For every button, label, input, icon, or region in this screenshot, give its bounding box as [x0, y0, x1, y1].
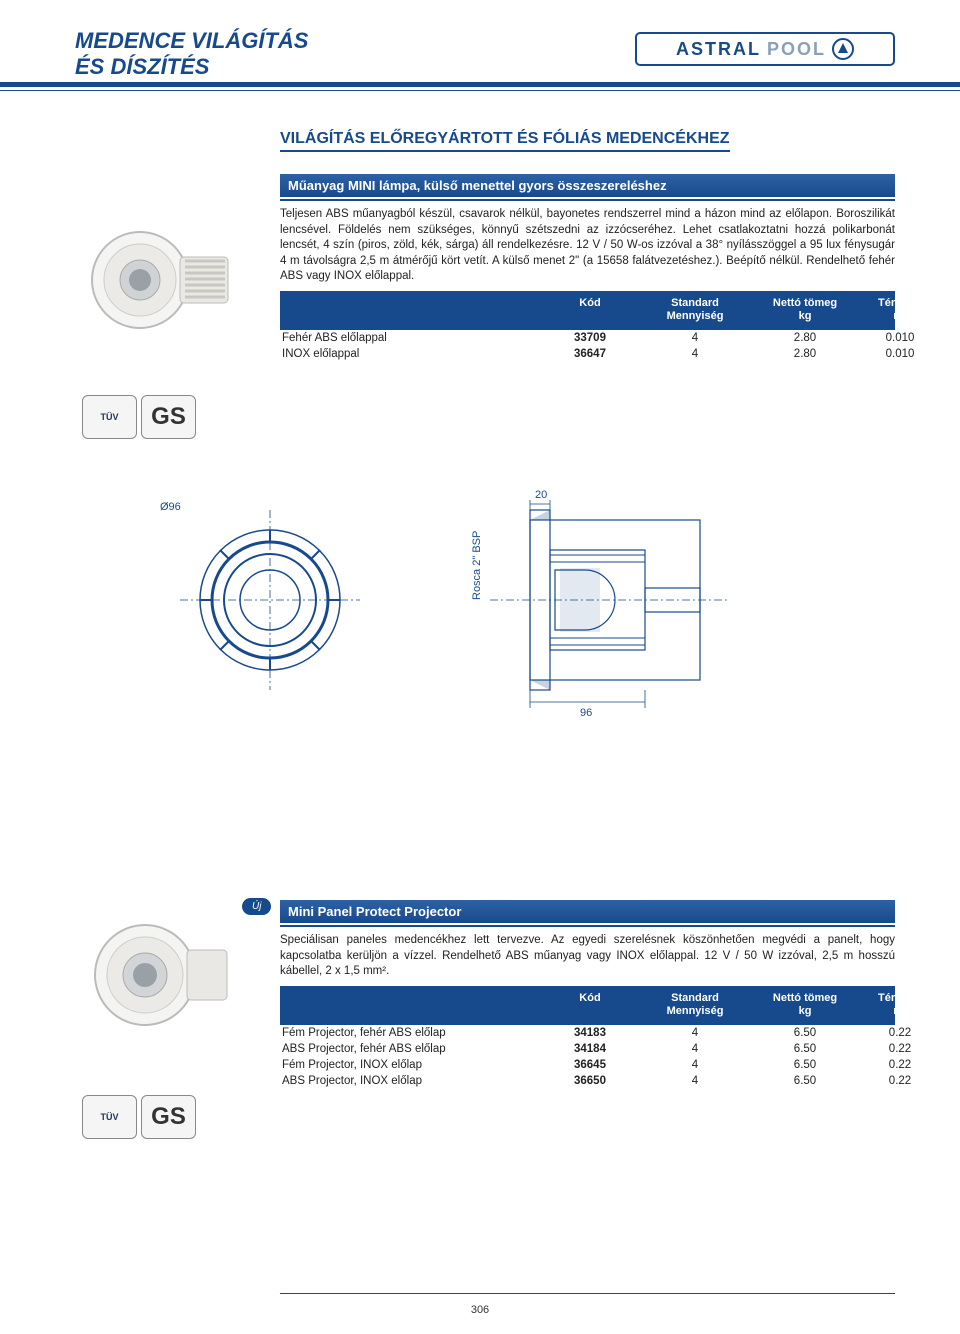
row-qty: 4 — [640, 1043, 750, 1055]
row-weight: 6.50 — [750, 1059, 860, 1071]
row-code: 34183 — [540, 1027, 640, 1039]
footer-rule — [280, 1293, 895, 1294]
logo-text-1: ASTRAL — [676, 39, 761, 60]
section-1: VILÁGÍTÁS ELŐREGYÁRTOTT ÉS FÓLIÁS MEDENC… — [280, 130, 895, 362]
row-weight: 6.50 — [750, 1075, 860, 1087]
section-2-subheading: Mini Panel Protect Projector — [280, 900, 895, 925]
table-row: Fehér ABS előlappal 33709 4 2.80 0.010 — [280, 330, 895, 346]
title-line1: MEDENCE VILÁGÍTÁS — [75, 28, 308, 54]
section-1-description: Teljesen ABS műanyagból készül, csavarok… — [280, 207, 895, 285]
row-vol: 0.22 — [860, 1027, 940, 1039]
row-label: ABS Projector, fehér ABS előlap — [280, 1043, 540, 1055]
product-image-2 — [85, 920, 245, 1033]
col-code: Kód — [540, 295, 640, 327]
row-label: ABS Projector, INOX előlap — [280, 1075, 540, 1087]
row-code: 36645 — [540, 1059, 640, 1071]
lamp-icon — [85, 225, 235, 335]
col-vol: Térfogat m³ — [860, 990, 940, 1022]
logo-icon — [832, 38, 854, 60]
row-vol: 0.010 — [860, 348, 940, 360]
col-blank — [280, 295, 540, 327]
row-label: Fehér ABS előlappal — [280, 332, 540, 344]
row-code: 33709 — [540, 332, 640, 344]
title-line2: ÉS DÍSZÍTÉS — [75, 54, 308, 80]
row-weight: 2.80 — [750, 348, 860, 360]
product-image-1 — [85, 225, 245, 338]
row-code: 36647 — [540, 348, 640, 360]
brand-logo: ASTRAL POOL — [635, 32, 895, 66]
table-row: Fém Projector, INOX előlap 36645 4 6.50 … — [280, 1057, 895, 1073]
tuv-badge: TÜV — [82, 395, 137, 439]
col-qty: Standard Mennyiség — [640, 990, 750, 1022]
tuv-badge: TÜV — [82, 1095, 137, 1139]
row-label: Fém Projector, fehér ABS előlap — [280, 1027, 540, 1039]
row-weight: 2.80 — [750, 332, 860, 344]
row-qty: 4 — [640, 348, 750, 360]
row-vol: 0.22 — [860, 1075, 940, 1087]
col-code: Kód — [540, 990, 640, 1022]
row-qty: 4 — [640, 332, 750, 344]
section-1-table-header: Kód Standard Mennyiség Nettó tömeg kg Té… — [280, 291, 895, 331]
col-qty: Standard Mennyiség — [640, 295, 750, 327]
section-2: Mini Panel Protect Projector Speciálisan… — [280, 890, 895, 1089]
row-weight: 6.50 — [750, 1043, 860, 1055]
section-1-subheading: Műanyag MINI lámpa, külső menettel gyors… — [280, 174, 895, 199]
cert-badges-1: TÜV GS — [82, 395, 196, 439]
row-qty: 4 — [640, 1027, 750, 1039]
row-vol: 0.010 — [860, 332, 940, 344]
section-2-table-header: Kód Standard Mennyiség Nettó tömeg kg Té… — [280, 986, 895, 1026]
gs-badge: GS — [141, 395, 196, 439]
row-label: Fém Projector, INOX előlap — [280, 1059, 540, 1071]
row-vol: 0.22 — [860, 1059, 940, 1071]
row-code: 34184 — [540, 1043, 640, 1055]
row-vol: 0.22 — [860, 1043, 940, 1055]
gs-badge: GS — [141, 1095, 196, 1139]
col-vol: Térfogat m³ — [860, 295, 940, 327]
logo-text-2: POOL — [767, 39, 826, 60]
col-weight: Nettó tömeg kg — [750, 295, 860, 327]
col-weight: Nettó tömeg kg — [750, 990, 860, 1022]
row-qty: 4 — [640, 1059, 750, 1071]
col-blank — [280, 990, 540, 1022]
table-row: ABS Projector, INOX előlap 36650 4 6.50 … — [280, 1073, 895, 1089]
table-row: INOX előlappal 36647 4 2.80 0.010 — [280, 346, 895, 362]
row-weight: 6.50 — [750, 1027, 860, 1039]
header-rule-thin — [0, 90, 960, 91]
thread-label: Rosca 2" BSP — [471, 531, 483, 600]
page-title: MEDENCE VILÁGÍTÁS ÉS DÍSZÍTÉS — [75, 28, 308, 81]
section-1-heading: VILÁGÍTÁS ELŐREGYÁRTOTT ÉS FÓLIÁS MEDENC… — [280, 130, 730, 152]
diagram-svg: Ø96 — [150, 470, 850, 720]
dia-outer-label: Ø96 — [160, 501, 181, 513]
table-row: ABS Projector, fehér ABS előlap 34184 4 … — [280, 1041, 895, 1057]
row-code: 36650 — [540, 1075, 640, 1087]
page-number: 306 — [471, 1304, 489, 1316]
new-badge: Új — [242, 898, 271, 915]
header-rule — [0, 82, 960, 87]
table-row: Fém Projector, fehér ABS előlap 34183 4 … — [280, 1025, 895, 1041]
dim-top: 20 — [535, 489, 547, 501]
row-label: INOX előlappal — [280, 348, 540, 360]
lamp-icon — [85, 920, 235, 1030]
technical-diagram: Ø96 — [150, 470, 850, 720]
section-2-description: Speciálisan paneles medencékhez lett ter… — [280, 933, 895, 980]
dim-bottom: 96 — [580, 707, 592, 719]
cert-badges-2: TÜV GS — [82, 1095, 196, 1139]
row-qty: 4 — [640, 1075, 750, 1087]
